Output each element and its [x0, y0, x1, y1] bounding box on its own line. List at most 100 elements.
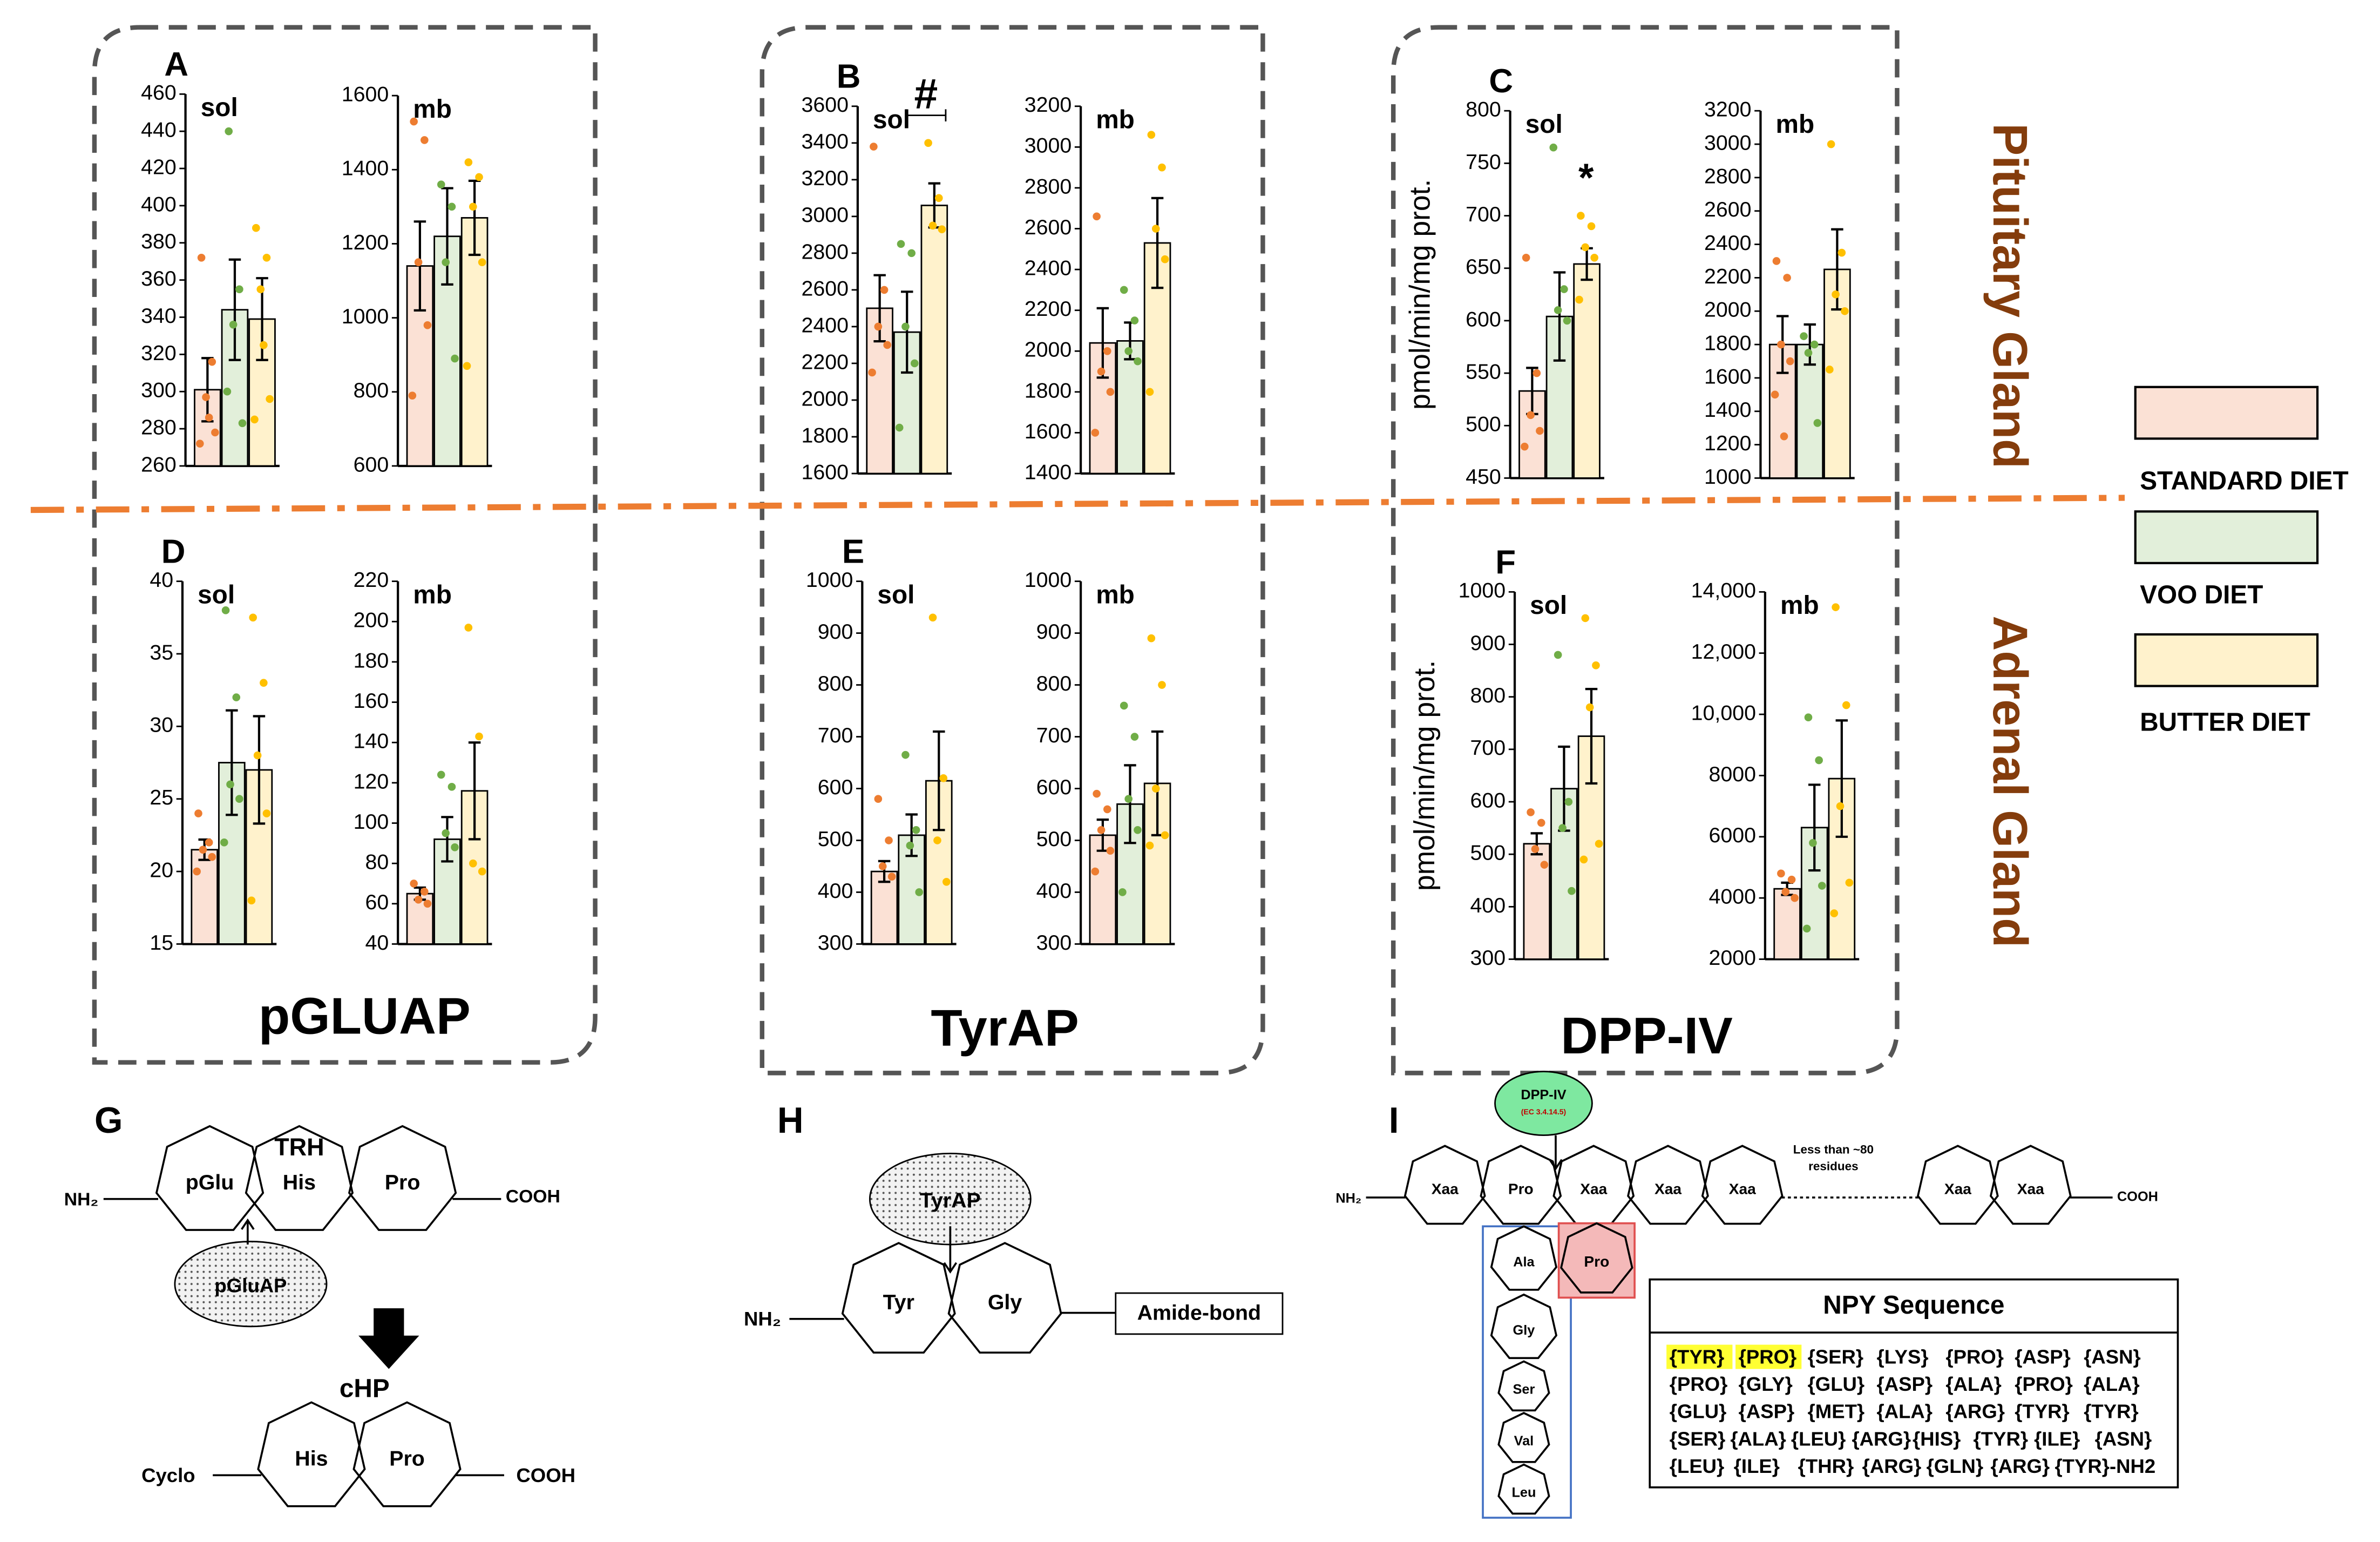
sequence-token: {ILE} — [1734, 1455, 1780, 1477]
data-point — [1809, 838, 1817, 847]
residue-label: Xaa — [1729, 1180, 1756, 1197]
y-tick-label: 3200 — [1704, 98, 1752, 121]
data-point — [249, 613, 257, 622]
data-point — [194, 809, 202, 817]
data-point — [253, 751, 262, 760]
sequence-token: {ASN} — [2084, 1346, 2141, 1368]
y-tick-label: 360 — [141, 267, 177, 290]
data-point — [1533, 369, 1541, 377]
data-point — [1771, 390, 1779, 399]
data-point — [199, 846, 207, 854]
data-point — [1118, 888, 1127, 896]
data-point — [442, 829, 450, 837]
y-tick-label: 3200 — [1025, 93, 1072, 117]
bar-chart: 40 60 80 100 120 140 160 180 200 220 mb — [354, 568, 492, 955]
data-point — [1783, 274, 1791, 282]
y-tick-label: 650 — [1466, 255, 1501, 279]
y-tick-label: 2000 — [1708, 946, 1756, 970]
sequence-token: {TYR} — [2084, 1401, 2139, 1423]
data-point — [1832, 290, 1840, 299]
data-point — [1837, 248, 1846, 257]
data-point — [1540, 861, 1549, 869]
data-point — [410, 880, 418, 888]
y-tick-label: 180 — [354, 648, 389, 672]
diagram-text: H — [777, 1100, 804, 1141]
data-point — [208, 853, 216, 861]
sequence-token: {SER} — [1808, 1346, 1864, 1368]
y-tick-label: 900 — [1036, 620, 1072, 644]
annotation: # — [914, 70, 938, 118]
data-point — [1845, 878, 1854, 887]
y-axis-label: pmol/min/mg prot. — [1409, 660, 1441, 891]
data-point — [447, 783, 456, 791]
chart-title: mb — [413, 580, 452, 609]
y-tick-label: 12,000 — [1691, 640, 1756, 664]
data-point — [1585, 703, 1594, 712]
y-tick-label: 2000 — [1025, 338, 1072, 362]
sequence-token: {PRO} — [1945, 1346, 2004, 1368]
data-point — [437, 180, 445, 189]
residue-shape — [1560, 1222, 1633, 1294]
panel-label: E — [842, 533, 864, 570]
chart-title: mb — [1096, 580, 1135, 609]
y-tick-label: 460 — [141, 81, 177, 105]
sequence-token: {TYR}-NH2 — [2054, 1455, 2155, 1477]
data-point — [451, 354, 459, 363]
sequence-token: {GLY} — [1739, 1373, 1793, 1395]
data-point — [1563, 316, 1571, 325]
residue-shape — [1497, 1412, 1550, 1463]
data-point — [1804, 713, 1813, 722]
diagram-text: NPY Sequence — [1823, 1291, 2004, 1320]
residue-label: Gly — [988, 1290, 1022, 1314]
residue-label: His — [295, 1447, 328, 1471]
data-point — [938, 225, 946, 233]
y-tick-label: 2400 — [1025, 256, 1072, 280]
y-axis-label: pmol/min/mg prot. — [1405, 179, 1436, 410]
y-tick-label: 600 — [818, 775, 853, 799]
panel-label: D — [161, 533, 186, 570]
chart-title: sol — [201, 93, 238, 122]
panel-label: A — [164, 46, 188, 83]
data-point — [1124, 347, 1133, 355]
residue-label: Xaa — [1432, 1180, 1459, 1197]
region-label: Adrenal Gland — [1983, 616, 2037, 948]
data-point — [1130, 316, 1139, 324]
data-point — [1145, 388, 1154, 396]
data-point — [1093, 212, 1101, 221]
data-point — [211, 428, 219, 437]
data-point — [901, 322, 910, 331]
y-tick-label: 700 — [1036, 723, 1072, 747]
y-tick-label: 2800 — [1704, 164, 1752, 188]
y-tick-label: 800 — [1036, 672, 1072, 695]
y-tick-label: 700 — [818, 723, 853, 747]
y-tick-label: 500 — [1470, 841, 1506, 865]
y-tick-label: 450 — [1466, 465, 1501, 489]
y-tick-label: 35 — [150, 640, 173, 664]
data-point — [1120, 701, 1128, 710]
data-point — [232, 693, 241, 701]
data-point — [1124, 795, 1133, 803]
y-tick-label: 600 — [1466, 307, 1501, 331]
data-point — [238, 419, 247, 428]
y-tick-label: 400 — [1036, 879, 1072, 903]
residue-label: His — [283, 1171, 316, 1194]
y-tick-label: 1000 — [342, 305, 389, 328]
bar — [1143, 782, 1171, 945]
sequence-token: {GLN} — [1927, 1455, 1984, 1477]
y-tick-label: 1000 — [1025, 568, 1072, 592]
diagram-text: DPP-IV — [1521, 1087, 1566, 1103]
sequence-token: {GLU} — [1670, 1401, 1727, 1423]
y-tick-label: 1400 — [342, 157, 389, 180]
data-point — [193, 867, 201, 876]
chart-title: mb — [1096, 106, 1135, 134]
residue-shape — [1480, 1145, 1562, 1225]
data-point — [907, 249, 916, 258]
data-point — [1130, 733, 1139, 741]
y-tick-label: 3000 — [1025, 134, 1072, 158]
data-point — [442, 258, 450, 267]
y-tick-label: 1600 — [801, 460, 849, 484]
bar-chart: 600 800 1000 1200 1400 1600 mb — [342, 82, 492, 476]
sequence-token: {TYR} — [1670, 1346, 1724, 1368]
big-arrow — [358, 1308, 419, 1369]
y-tick-label: 1800 — [801, 423, 849, 447]
